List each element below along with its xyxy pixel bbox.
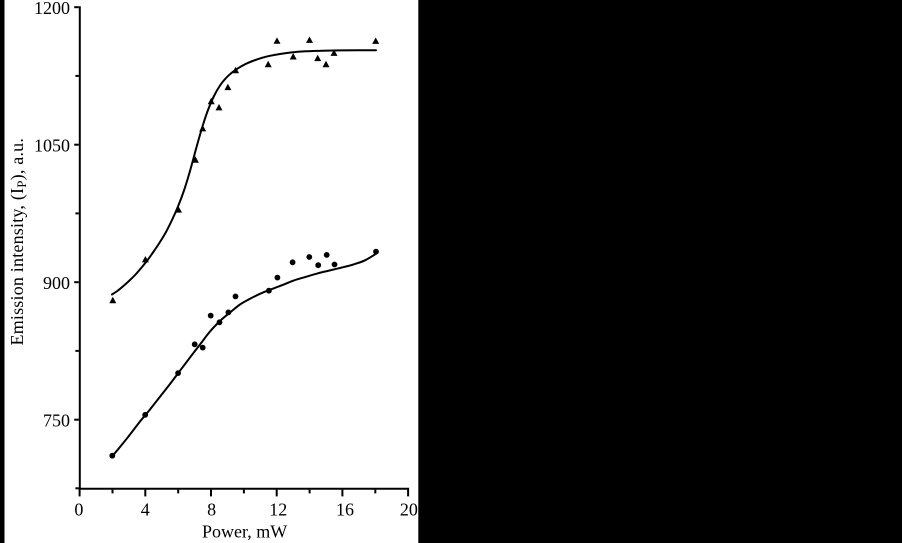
svg-text:12: 12 — [269, 500, 287, 520]
svg-text:8: 8 — [207, 500, 216, 520]
svg-text:20: 20 — [400, 500, 418, 520]
svg-text:900: 900 — [43, 273, 70, 293]
svg-text:Emission intensity, (IP), a.u.: Emission intensity, (IP), a.u. — [7, 138, 29, 346]
svg-text:0: 0 — [74, 500, 83, 520]
svg-text:1050: 1050 — [34, 136, 70, 156]
svg-text:4: 4 — [141, 500, 150, 520]
svg-text:16: 16 — [336, 500, 354, 520]
svg-text:1200: 1200 — [34, 0, 70, 18]
svg-text:750: 750 — [43, 411, 70, 431]
svg-text:Power, mW: Power, mW — [202, 522, 287, 542]
